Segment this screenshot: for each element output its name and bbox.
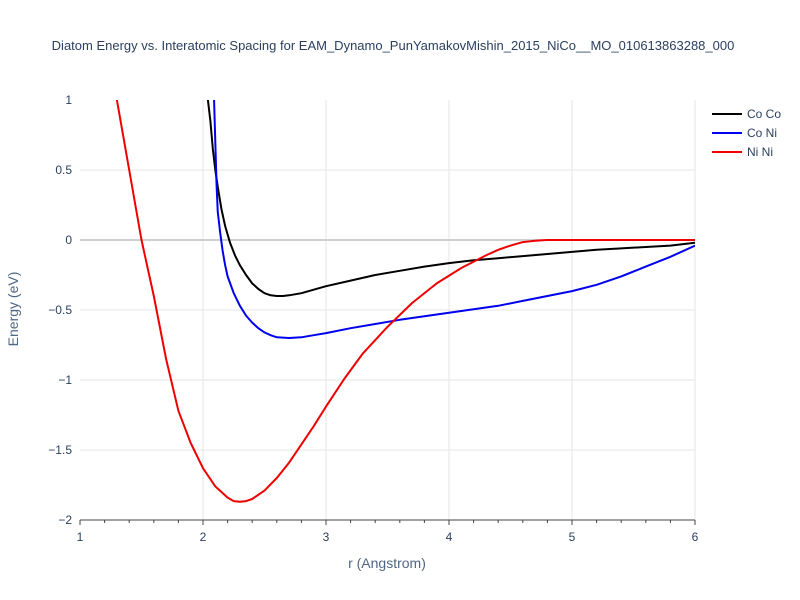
- series-line-ni-ni: [115, 100, 695, 503]
- series-line-co-co: [206, 100, 695, 297]
- y-tick-label: 0: [65, 233, 72, 247]
- y-tick-labels: 1 0.5 0 −0.5 −1 −1.5 −2: [48, 93, 72, 527]
- x-tick-label: 2: [200, 530, 207, 544]
- series-line-co-ni: [213, 100, 695, 339]
- chart-title: Diatom Energy vs. Interatomic Spacing fo…: [52, 38, 735, 53]
- x-tick-label: 5: [569, 530, 576, 544]
- grid-lines: [80, 100, 696, 520]
- legend: Co Co Co Ni Ni Ni: [712, 107, 781, 159]
- x-axis-title: r (Angstrom): [348, 555, 426, 571]
- y-tick-label: 0.5: [55, 163, 72, 177]
- x-tick-label: 3: [323, 530, 330, 544]
- axes: [79, 519, 696, 525]
- legend-label: Ni Ni: [747, 145, 773, 159]
- x-tick-labels: 1 2 3 4 5 6: [77, 530, 699, 544]
- x-tick-label: 4: [446, 530, 453, 544]
- x-tick-label: 1: [77, 530, 84, 544]
- y-axis-title: Energy (eV): [5, 272, 21, 347]
- legend-label: Co Ni: [747, 126, 777, 140]
- x-tick-label: 6: [692, 530, 699, 544]
- y-tick-label: −2: [58, 513, 72, 527]
- data-series: [115, 100, 695, 503]
- y-tick-label: −1: [58, 373, 72, 387]
- y-tick-label: −1.5: [48, 443, 72, 457]
- y-tick-label: −0.5: [48, 303, 72, 317]
- y-tick-label: 1: [65, 93, 72, 107]
- legend-label: Co Co: [747, 107, 781, 121]
